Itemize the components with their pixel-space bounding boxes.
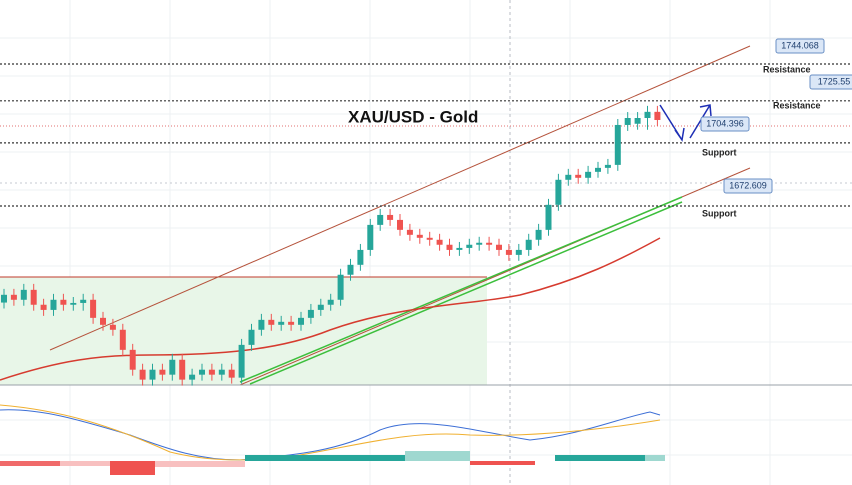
candle-body [179,359,186,380]
candle-body [595,167,601,172]
candle-body [466,244,473,248]
level-name: Support [702,208,737,218]
level-label-box [809,74,852,90]
candle-body [337,274,344,300]
candle-body [436,239,443,245]
macd-line [0,409,661,461]
candle-body [248,329,255,345]
candle-body [367,224,374,250]
candle-body [50,299,57,310]
candle-body [357,249,364,265]
level-label: 1672.609 [729,180,767,190]
candle-body [258,319,265,330]
candle-body [614,124,621,165]
candle-body [565,174,572,180]
moving-average [0,237,661,381]
candle-body [189,374,196,380]
candle-body [228,369,235,378]
level-label: 1704.396 [706,118,744,128]
level-label: 1725.55 [818,76,851,86]
candle-body [169,359,176,375]
candle-body [525,239,532,250]
candle-body [10,294,17,300]
candle-body [654,111,661,120]
level-name: Resistance [773,100,821,110]
candles [1,105,661,386]
candle-body [377,214,384,225]
candle-body [604,164,611,168]
candle-body [397,219,403,230]
candle-body [426,237,433,240]
candle-body [30,289,37,305]
candle-body [555,179,562,205]
candle-body [298,317,304,325]
candle-body [416,234,423,238]
candle-body [515,249,522,255]
level-label: 1744.068 [781,40,819,50]
candle-body [129,349,136,370]
channel-upper [49,45,751,351]
candle-body [575,174,582,178]
trend-line [249,201,683,385]
candle-body [496,244,502,250]
candle-body [70,302,77,305]
candle-body [20,289,27,300]
candle-body [387,214,394,220]
candle-body [149,369,156,380]
candle-body [238,344,245,378]
level-label-box [775,38,825,54]
level-label-box [723,178,773,194]
candle-body [1,294,7,303]
candle-body [100,317,106,325]
candle-body [119,329,126,350]
macd-histogram [0,451,665,475]
candle-body [545,204,552,230]
candle-body [476,242,483,245]
candle-body [288,321,295,325]
level-name: Resistance [763,64,811,74]
level-name: Support [702,147,737,157]
candle-body [278,321,285,325]
candle-body [347,264,354,275]
candle-body [327,299,334,305]
candle-body [40,304,47,310]
candle-body [218,369,225,375]
levels: 1744.068 Resistance 1725.55 Resistance 1704.… [0,38,852,218]
candle-body [644,111,651,119]
level-label-box [700,116,750,132]
candle-body [456,247,463,250]
candle-body [60,299,67,305]
candle-body [208,369,215,375]
candle-body [634,118,641,124]
candle-body [446,244,453,250]
candle-body [139,369,146,380]
candle-body [535,229,542,240]
signal-line [0,404,661,461]
candle-body [109,324,116,330]
candle-body [406,229,413,235]
candle-body [486,242,493,245]
candle-body [317,304,324,310]
candle-body [585,171,592,178]
candle-body [307,309,314,318]
candle-body [505,249,512,255]
candle-body [80,299,87,303]
trend-line [239,196,683,383]
candle-body [624,118,631,125]
chart-title: XAU/USD - Gold [348,107,478,126]
candle-body [199,369,205,375]
candle-body [90,299,97,318]
forecast-arrows [659,104,712,142]
candle-body [159,369,166,375]
candle-body [268,319,275,325]
